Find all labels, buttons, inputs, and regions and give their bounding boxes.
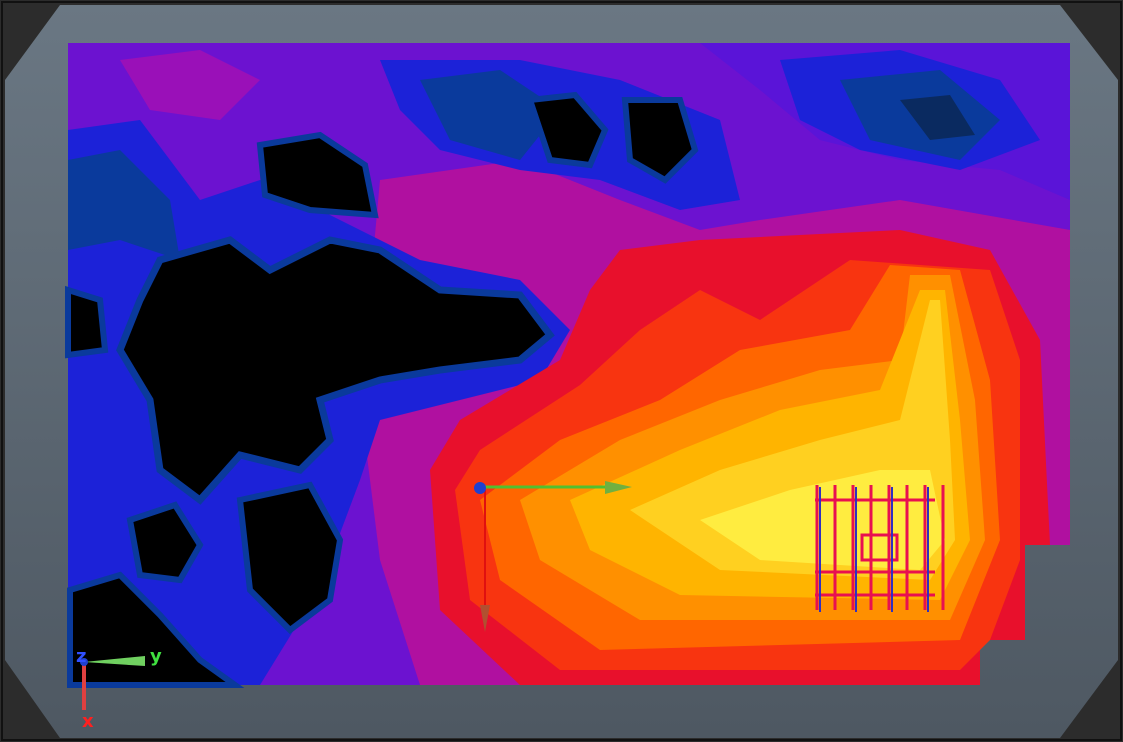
heatmap-black [621,97,699,184]
heatmap-dark-blue [68,150,180,260]
heatmap-black [236,481,344,634]
heatmap-black [65,285,109,359]
object-grid-shadow [819,487,929,612]
heatmap-black [126,501,204,584]
axis-y-arrow [84,656,145,666]
heatmap-deep-blue [900,95,975,140]
heatmap-black [525,91,609,169]
heatmap-dark-blue [420,70,560,160]
axis-z-dot [80,658,88,666]
gizmo-x-arrow [480,605,490,632]
gizmo-y-arrow [605,481,632,494]
heatmap-light-yellow [700,470,945,570]
heatmap-magenta [120,50,260,120]
grid-box [860,533,899,562]
axis-y-label: y [150,646,162,667]
axis-z-label: z [76,646,86,667]
gizmo-origin [474,482,486,494]
heatmap-black [67,571,245,688]
object-grid [815,485,945,610]
axis-x-label: x [82,711,94,732]
heatmap-black [116,236,555,505]
heatmap-black [256,131,379,219]
